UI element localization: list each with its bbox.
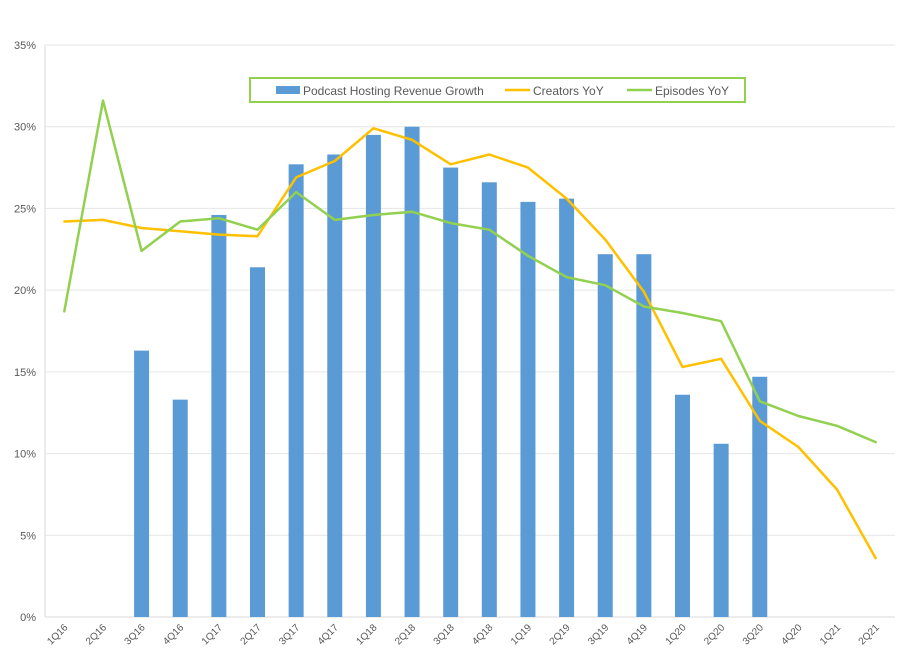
- bar-1Q18: [365, 134, 381, 617]
- x-tick-label: 4Q19: [625, 622, 650, 647]
- x-tick-label: 2Q16: [84, 622, 109, 647]
- x-tick-label: 4Q18: [470, 622, 495, 647]
- bar-1Q17: [211, 214, 227, 618]
- x-tick-label: 4Q20: [779, 622, 804, 647]
- line-series: [63, 99, 877, 560]
- x-tick-label: 1Q20: [664, 622, 689, 647]
- x-tick-label: 2Q21: [857, 622, 882, 647]
- y-tick-label: 30%: [14, 122, 36, 134]
- y-tick-label: 25%: [14, 203, 36, 215]
- bar-3Q18: [443, 167, 459, 618]
- bar-2Q20: [713, 443, 729, 617]
- bar-1Q19: [520, 201, 536, 618]
- x-tick-label: 1Q21: [818, 622, 843, 647]
- y-tick-label: 20%: [14, 285, 36, 297]
- legend-label-creators: Creators YoY: [533, 84, 604, 98]
- x-tick-label: 2Q20: [702, 622, 727, 647]
- line-creators-yoy: [63, 127, 877, 560]
- bar-series: [134, 126, 768, 618]
- y-tick-label: 0%: [20, 612, 36, 624]
- y-tick-label: 15%: [14, 367, 36, 379]
- y-tick-label: 10%: [14, 449, 36, 461]
- x-tick-label: 4Q16: [161, 622, 186, 647]
- bar-3Q17: [288, 164, 304, 617]
- legend: Podcast Hosting Revenue Growth Creators …: [249, 77, 746, 103]
- bar-3Q19: [597, 254, 613, 617]
- gridlines: [45, 44, 895, 536]
- x-tick-label: 2Q17: [239, 622, 264, 647]
- bar-2Q19: [559, 198, 575, 617]
- y-tick-label: 35%: [14, 40, 36, 52]
- bar-4Q16: [172, 399, 188, 617]
- x-tick-label: 1Q19: [509, 622, 534, 647]
- y-tick-label: 5%: [20, 530, 36, 542]
- x-tick-label: 3Q20: [741, 622, 766, 647]
- x-tick-label: 4Q17: [316, 622, 341, 647]
- bar-2Q17: [250, 267, 265, 617]
- bar-4Q18: [481, 182, 497, 617]
- x-tick-label: 3Q16: [123, 622, 148, 647]
- bar-3Q20: [752, 376, 768, 617]
- x-tick-label: 1Q16: [45, 622, 70, 647]
- legend-box: [249, 77, 746, 103]
- x-tick-label: 2Q19: [548, 622, 573, 647]
- x-axis: 1Q16 2Q16 3Q16 4Q16 1Q17 2Q17 3Q17 4Q17 1Q18 2Q18…: [45, 622, 882, 647]
- x-tick-label: 3Q19: [586, 622, 611, 647]
- x-tick-label: 3Q18: [432, 622, 457, 647]
- x-tick-label: 1Q18: [354, 622, 379, 647]
- x-tick-label: 2Q18: [393, 622, 418, 647]
- legend-label-episodes: Episodes YoY: [655, 84, 729, 98]
- bar-4Q19: [636, 254, 652, 617]
- bar-3Q16: [134, 350, 150, 617]
- bar-1Q20: [675, 394, 690, 617]
- legend-swatch-revenue: [276, 86, 300, 94]
- line-episodes-yoy: [63, 99, 877, 444]
- x-tick-label: 3Q17: [277, 622, 302, 647]
- bar-2Q18: [404, 126, 420, 617]
- legend-label-revenue: Podcast Hosting Revenue Growth: [303, 84, 484, 98]
- bar-4Q17: [327, 154, 343, 618]
- x-tick-label: 1Q17: [200, 622, 225, 647]
